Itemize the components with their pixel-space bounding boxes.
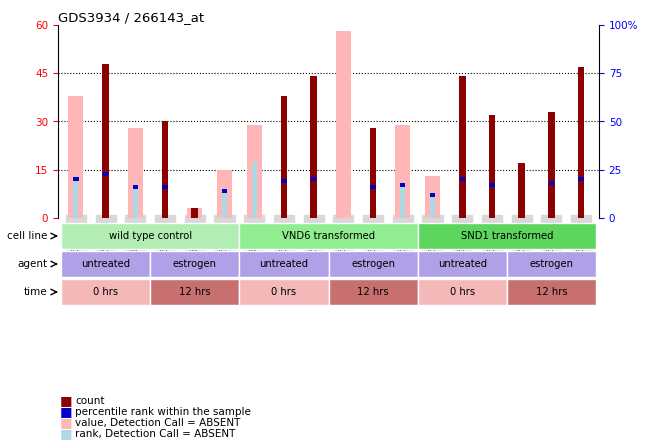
Text: 0 hrs: 0 hrs [271, 287, 296, 297]
Bar [191, 208, 198, 218]
Bar [395, 125, 410, 218]
Bar [128, 128, 143, 218]
Bar [133, 185, 138, 189]
Bar [336, 32, 351, 218]
Bar [222, 189, 227, 193]
Text: ■: ■ [60, 428, 72, 440]
Bar [73, 178, 79, 181]
Bar [281, 96, 287, 218]
Bar [430, 193, 436, 197]
Bar [187, 208, 202, 218]
Text: untreated: untreated [81, 259, 130, 269]
Bar [133, 187, 137, 218]
Text: time: time [23, 287, 47, 297]
Text: estrogen: estrogen [529, 259, 574, 269]
Bar [548, 112, 555, 218]
Bar [518, 163, 525, 218]
Bar [61, 251, 150, 277]
Bar [370, 128, 376, 218]
Bar [430, 195, 435, 218]
Bar [549, 181, 554, 185]
Bar [281, 179, 286, 183]
Bar [252, 162, 256, 218]
Bar [311, 178, 316, 181]
Text: untreated: untreated [437, 259, 487, 269]
Text: value, Detection Call = ABSENT: value, Detection Call = ABSENT [75, 418, 240, 428]
Text: 0 hrs: 0 hrs [450, 287, 475, 297]
Bar [418, 279, 507, 305]
Text: GDS3934 / 266143_at: GDS3934 / 266143_at [58, 11, 204, 24]
Bar [400, 185, 405, 218]
Bar [102, 63, 109, 218]
Bar [161, 122, 168, 218]
Text: 12 hrs: 12 hrs [179, 287, 210, 297]
Text: 12 hrs: 12 hrs [357, 287, 389, 297]
Bar [247, 125, 262, 218]
Text: ■: ■ [60, 395, 72, 408]
Text: rank, Detection Call = ABSENT: rank, Detection Call = ABSENT [75, 429, 236, 439]
Bar [329, 279, 418, 305]
Bar [162, 185, 168, 189]
Bar [578, 67, 585, 218]
Bar [418, 223, 596, 249]
Bar [418, 251, 507, 277]
Text: ■: ■ [60, 405, 72, 419]
Bar [425, 176, 440, 218]
Bar [240, 251, 329, 277]
Bar [329, 251, 418, 277]
Text: cell line: cell line [7, 231, 47, 241]
Text: percentile rank within the sample: percentile rank within the sample [75, 407, 251, 417]
Bar [222, 191, 227, 218]
Bar [311, 76, 317, 218]
Bar [103, 172, 108, 175]
Bar [61, 279, 150, 305]
Text: 12 hrs: 12 hrs [536, 287, 567, 297]
Bar [217, 170, 232, 218]
Bar [240, 279, 329, 305]
Bar [150, 279, 240, 305]
Bar [74, 179, 78, 218]
Bar [459, 76, 465, 218]
Bar [150, 251, 240, 277]
Text: agent: agent [17, 259, 47, 269]
Bar [460, 178, 465, 181]
Text: count: count [75, 396, 105, 406]
Bar [579, 178, 584, 181]
Text: VND6 transformed: VND6 transformed [282, 231, 375, 241]
Bar [400, 183, 406, 187]
Bar [370, 185, 376, 189]
Bar [490, 183, 495, 187]
Text: estrogen: estrogen [173, 259, 217, 269]
Bar [240, 223, 418, 249]
Bar [507, 251, 596, 277]
Bar [489, 115, 495, 218]
Bar [61, 223, 240, 249]
Bar [192, 212, 197, 218]
Text: estrogen: estrogen [351, 259, 395, 269]
Text: 0 hrs: 0 hrs [93, 287, 118, 297]
Bar [507, 279, 596, 305]
Text: wild type control: wild type control [109, 231, 191, 241]
Text: untreated: untreated [259, 259, 309, 269]
Text: ■: ■ [60, 416, 72, 429]
Bar [68, 96, 83, 218]
Text: SND1 transformed: SND1 transformed [461, 231, 553, 241]
